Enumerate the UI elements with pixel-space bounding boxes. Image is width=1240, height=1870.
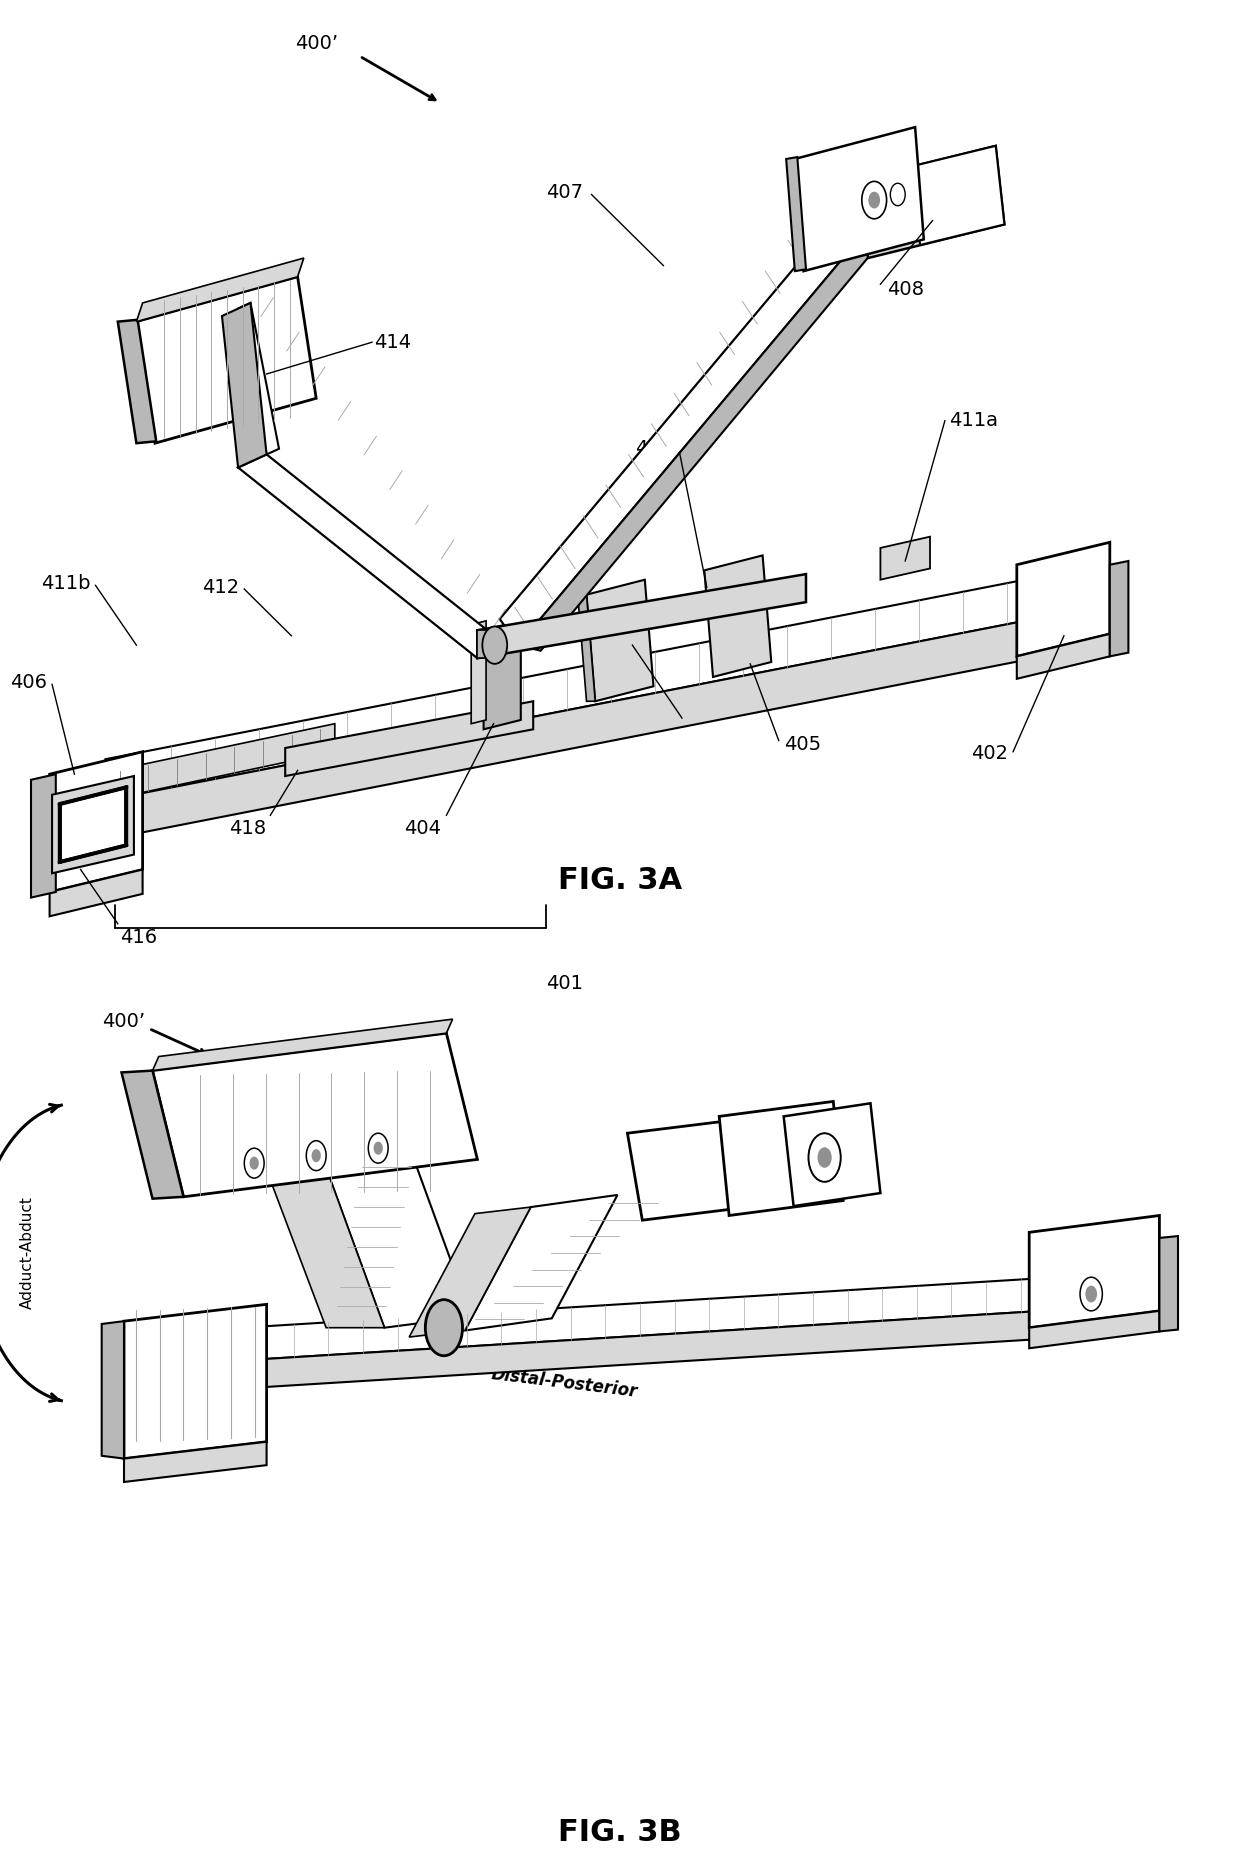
- Polygon shape: [153, 1019, 453, 1070]
- Polygon shape: [627, 1115, 794, 1221]
- Polygon shape: [326, 1156, 471, 1328]
- Polygon shape: [268, 1167, 384, 1328]
- Polygon shape: [238, 303, 279, 454]
- Circle shape: [306, 1141, 326, 1171]
- Polygon shape: [105, 724, 335, 800]
- Polygon shape: [122, 1070, 184, 1199]
- Polygon shape: [518, 243, 875, 651]
- Polygon shape: [477, 630, 490, 658]
- Circle shape: [818, 1148, 831, 1167]
- Polygon shape: [238, 454, 506, 658]
- Polygon shape: [153, 1032, 477, 1197]
- Text: 400’: 400’: [103, 1012, 145, 1030]
- Polygon shape: [719, 1101, 843, 1216]
- Text: 413: 413: [635, 439, 672, 458]
- Polygon shape: [222, 303, 267, 468]
- Polygon shape: [50, 752, 143, 892]
- Polygon shape: [105, 611, 1073, 840]
- Text: 412: 412: [202, 578, 239, 597]
- Text: 411a: 411a: [949, 411, 998, 430]
- Polygon shape: [465, 1195, 618, 1331]
- Polygon shape: [500, 217, 856, 645]
- Polygon shape: [477, 574, 806, 658]
- Polygon shape: [484, 621, 521, 729]
- Circle shape: [425, 1300, 463, 1356]
- Polygon shape: [471, 621, 486, 724]
- Polygon shape: [124, 1305, 267, 1459]
- Circle shape: [250, 1158, 258, 1169]
- Polygon shape: [587, 580, 653, 701]
- Text: 416: 416: [120, 928, 157, 946]
- Polygon shape: [124, 1442, 267, 1481]
- Polygon shape: [578, 595, 595, 701]
- Polygon shape: [795, 127, 924, 271]
- Polygon shape: [704, 555, 771, 677]
- Circle shape: [312, 1150, 320, 1161]
- Polygon shape: [242, 1309, 1073, 1388]
- Polygon shape: [52, 776, 134, 873]
- Polygon shape: [1029, 1311, 1159, 1348]
- Text: 418: 418: [229, 819, 267, 838]
- Circle shape: [1086, 1287, 1096, 1302]
- Text: 400’: 400’: [295, 34, 337, 52]
- Polygon shape: [118, 320, 156, 443]
- Text: 406: 406: [10, 673, 47, 692]
- Text: 403: 403: [642, 712, 680, 731]
- Circle shape: [368, 1133, 388, 1163]
- Polygon shape: [911, 146, 1004, 245]
- Text: FIG. 3B: FIG. 3B: [558, 1818, 682, 1848]
- Polygon shape: [1110, 561, 1128, 656]
- Polygon shape: [60, 787, 126, 862]
- Polygon shape: [31, 774, 56, 898]
- Circle shape: [244, 1148, 264, 1178]
- Circle shape: [1080, 1277, 1102, 1311]
- Polygon shape: [285, 701, 533, 776]
- Polygon shape: [50, 870, 143, 916]
- Polygon shape: [105, 570, 1073, 800]
- Text: 407: 407: [546, 183, 583, 202]
- Polygon shape: [1017, 634, 1110, 679]
- Polygon shape: [136, 258, 304, 322]
- Polygon shape: [786, 157, 806, 271]
- Circle shape: [482, 626, 507, 664]
- Text: 405: 405: [784, 735, 821, 754]
- Text: 401: 401: [546, 974, 583, 993]
- Polygon shape: [409, 1208, 531, 1337]
- Text: 404: 404: [404, 819, 441, 838]
- Polygon shape: [880, 537, 930, 580]
- Polygon shape: [784, 1103, 880, 1206]
- Polygon shape: [1017, 542, 1110, 656]
- Polygon shape: [859, 146, 1004, 258]
- Text: FIG. 3A: FIG. 3A: [558, 866, 682, 896]
- Text: Distal-Posterior: Distal-Posterior: [490, 1365, 639, 1401]
- Polygon shape: [136, 277, 316, 443]
- Circle shape: [374, 1143, 382, 1154]
- Polygon shape: [102, 1320, 124, 1459]
- Text: 402: 402: [971, 744, 1008, 763]
- Circle shape: [890, 183, 905, 206]
- Text: Adduct-Abduct: Adduct-Abduct: [20, 1197, 35, 1309]
- Circle shape: [869, 193, 879, 208]
- Text: 414: 414: [374, 333, 412, 352]
- Circle shape: [862, 181, 887, 219]
- Polygon shape: [1029, 1216, 1159, 1328]
- Polygon shape: [1159, 1236, 1178, 1331]
- Circle shape: [808, 1133, 841, 1182]
- Polygon shape: [242, 1275, 1073, 1361]
- Text: 411b: 411b: [41, 574, 91, 593]
- Text: 408: 408: [887, 280, 924, 299]
